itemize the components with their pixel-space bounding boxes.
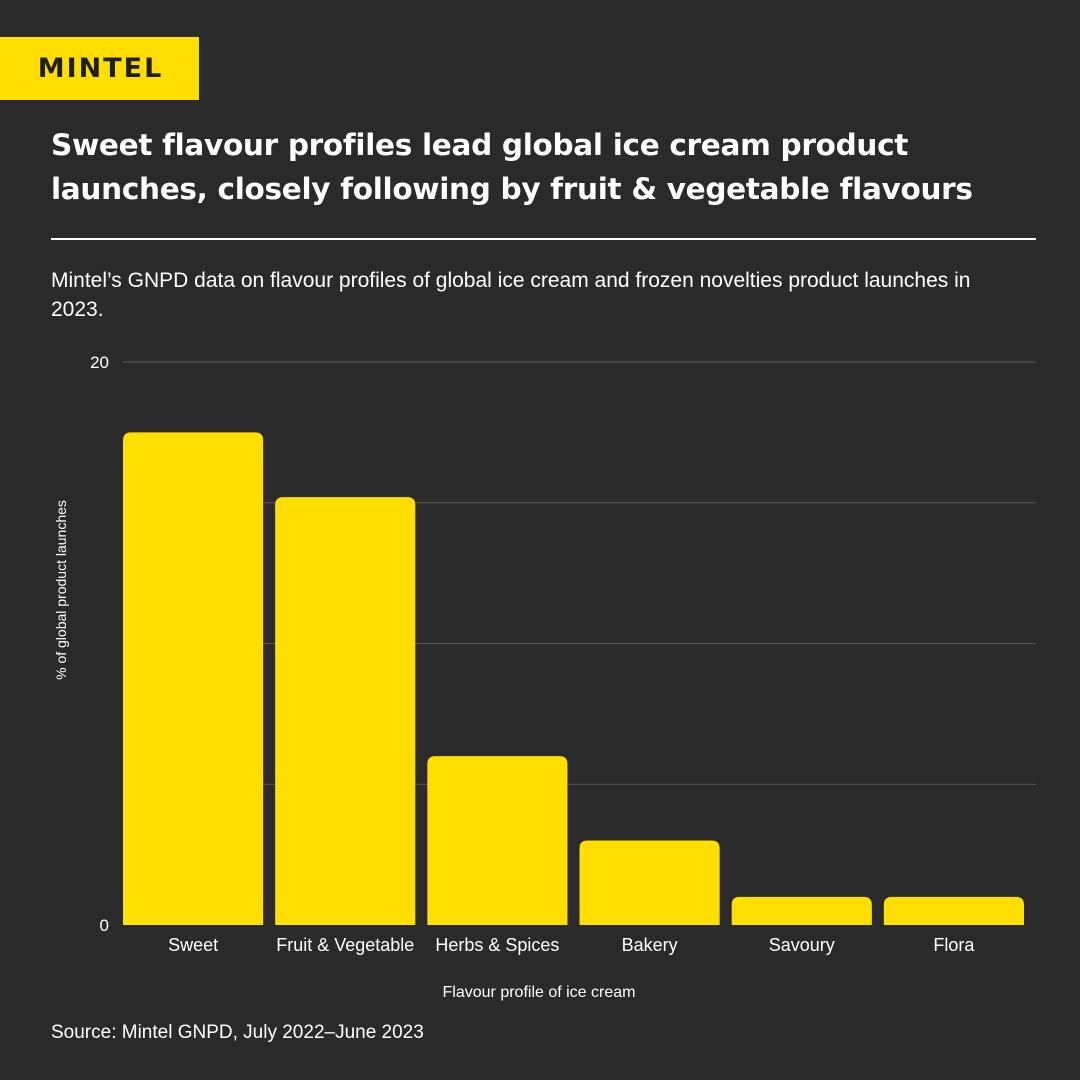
x-tick-label: Flora xyxy=(933,935,975,955)
y-axis-title: % of global product launches xyxy=(53,500,69,680)
x-tick-label: Bakery xyxy=(622,935,678,955)
logo-text: MINTEL xyxy=(37,53,164,84)
x-tick-label: Sweet xyxy=(168,935,218,955)
bar xyxy=(275,497,416,925)
x-tick-label: Fruit & Vegetable xyxy=(276,935,414,955)
bar xyxy=(731,896,872,925)
x-tick-label: Savoury xyxy=(769,935,835,955)
chart-title: Sweet flavour profiles lead global ice c… xyxy=(51,128,973,206)
x-axis-title: Flavour profile of ice cream xyxy=(443,984,636,1001)
y-tick-label: 20 xyxy=(90,353,109,372)
source-note: Source: Mintel GNPD, July 2022–June 2023 xyxy=(51,1022,424,1043)
x-tick-label: Herbs & Spices xyxy=(435,935,559,955)
chart-subtitle: Mintel’s GNPD data on flavour profiles o… xyxy=(51,269,971,321)
bar xyxy=(883,896,1024,925)
y-tick-label: 0 xyxy=(100,916,109,935)
bar xyxy=(123,432,264,925)
title-divider xyxy=(51,238,1036,240)
bars xyxy=(123,432,1024,925)
mintel-logo: MINTEL xyxy=(0,37,199,100)
axis-labels: 0 20 Sweet Fruit & Vegetable Herbs & Spices B… xyxy=(53,353,975,1001)
bar xyxy=(579,840,720,925)
bar xyxy=(427,756,568,925)
